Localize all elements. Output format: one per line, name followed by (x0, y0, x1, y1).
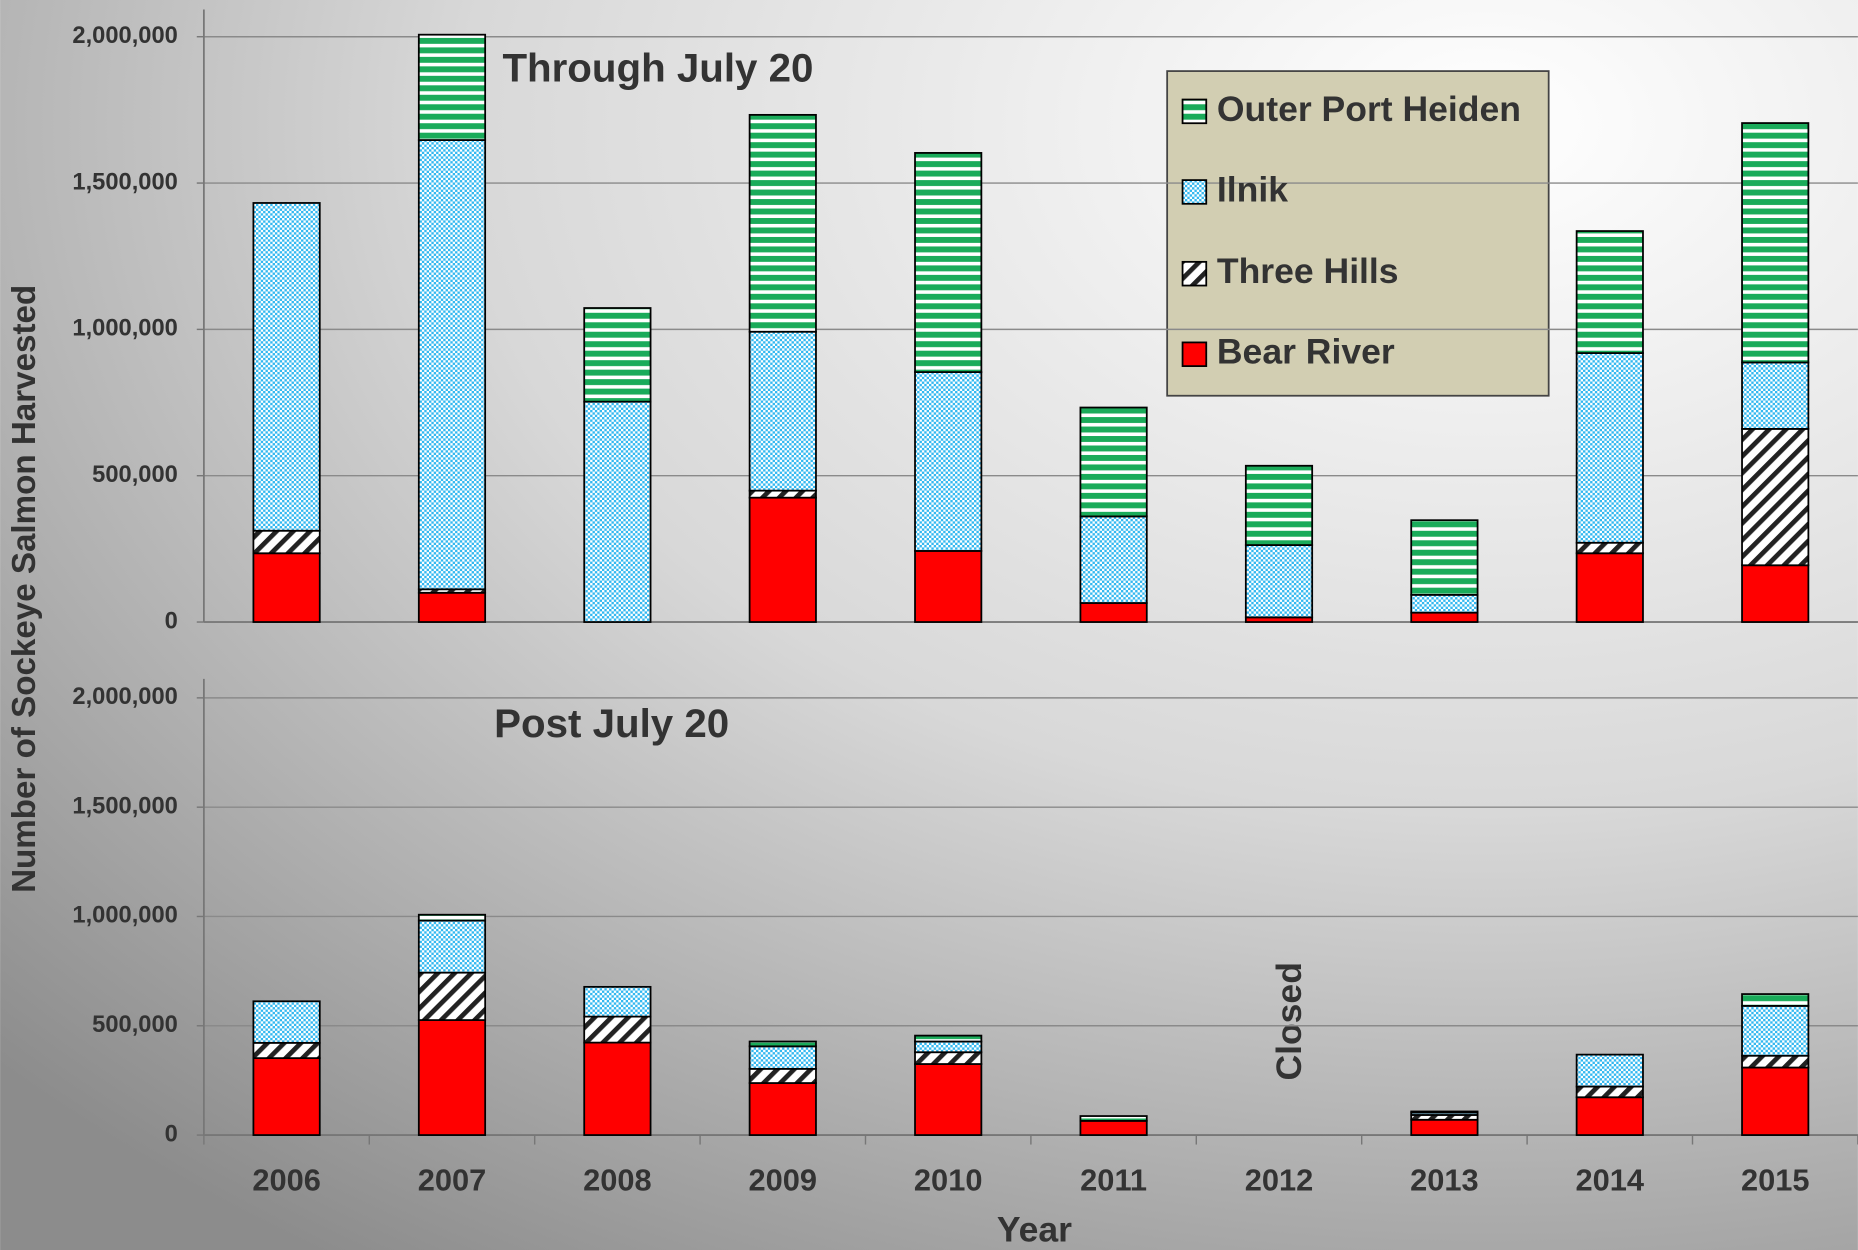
bar-segment (914, 371, 983, 552)
bar-segment (748, 1040, 817, 1048)
bar-segment (1079, 406, 1148, 518)
bar-segment (748, 113, 817, 333)
bar-segment (1575, 352, 1644, 544)
y-tick-label: 1,000,000 (72, 903, 177, 929)
x-tick-label: 2009 (749, 1163, 818, 1198)
bar-segment (252, 529, 321, 555)
bar-segment (252, 1000, 321, 1044)
bar-segment (1741, 1004, 1810, 1057)
bar-segment (1741, 427, 1810, 567)
bar-segment (1410, 519, 1479, 596)
panel-title: Through July 20 (502, 46, 813, 91)
bar-segment (583, 1015, 652, 1044)
bar-segment (1244, 464, 1314, 546)
bar-segment (1575, 1085, 1644, 1099)
y-tick-label: 500,000 (92, 1012, 178, 1038)
y-tick-label: 1,000,000 (72, 316, 177, 342)
bar-segment (1079, 515, 1148, 604)
bar-segment (417, 919, 487, 974)
legend-swatch (1181, 341, 1208, 368)
bar-segment (252, 202, 321, 532)
x-tick-label: 2012 (1245, 1163, 1314, 1198)
bar-segment (1410, 1110, 1479, 1114)
bar-segment (1079, 1115, 1148, 1122)
bar-segment (1741, 361, 1810, 430)
bar-segment (1410, 611, 1479, 623)
bar-segment (748, 1067, 817, 1084)
bar-segment (1741, 122, 1810, 364)
bar-segment (583, 307, 652, 403)
bar-segment (914, 152, 983, 374)
bar-segment (914, 1034, 983, 1043)
bar-segment (252, 1041, 321, 1060)
bar-segment (914, 1040, 983, 1054)
bar-segment (748, 489, 817, 499)
x-tick-label: 2011 (1080, 1163, 1147, 1198)
bar-segment (417, 1019, 487, 1136)
legend-label: Ilnik (1217, 169, 1288, 209)
legend-swatch (1181, 179, 1208, 205)
x-axis-label: Year (997, 1210, 1072, 1250)
bar-segment (914, 550, 983, 623)
bar-segment (1575, 541, 1644, 555)
bar-segment (1575, 1053, 1644, 1088)
bar-segment (417, 139, 487, 591)
y-tick-label: 2,000,000 (72, 684, 177, 710)
x-tick-label: 2006 (252, 1163, 321, 1198)
y-tick-label: 500,000 (92, 462, 178, 488)
bar-segment (748, 1082, 817, 1136)
bar-segment (417, 591, 487, 623)
bar-segment (252, 552, 321, 623)
bar-segment (1575, 230, 1644, 354)
y-tick-label: 0 (165, 1121, 178, 1147)
bar-segment (1741, 1066, 1810, 1136)
bar-segment (252, 1057, 321, 1136)
legend-label: Outer Port Heiden (1217, 89, 1521, 129)
bar-segment (417, 33, 487, 141)
bar-segment (748, 1045, 817, 1070)
y-tick-label: 1,500,000 (72, 793, 177, 819)
x-tick-label: 2007 (418, 1163, 487, 1198)
x-tick-label: 2008 (583, 1163, 652, 1198)
legend-label: Three Hills (1217, 251, 1399, 291)
bar-segment (583, 400, 652, 623)
bar-segment (1079, 602, 1148, 623)
y-axis-label: Number of Sockeye Salmon Harvested (6, 285, 43, 893)
bar-segment (1079, 1119, 1148, 1136)
bar-segment (914, 1051, 983, 1065)
legend-label: Bear River (1217, 332, 1395, 372)
bar-segment (1410, 1118, 1479, 1136)
annotation: Closed (1269, 962, 1309, 1080)
bar-segment (914, 1063, 983, 1136)
legend-box (1166, 70, 1550, 397)
bar-segment (1410, 593, 1479, 614)
bar-segment (1741, 993, 1810, 1007)
x-tick-label: 2010 (914, 1163, 983, 1198)
bar-segment (1244, 544, 1314, 619)
bar-segment (583, 985, 652, 1018)
bar-segment (1575, 552, 1644, 623)
bar-segment (1741, 564, 1810, 623)
legend-swatch (1181, 260, 1208, 287)
legend-swatch (1181, 98, 1208, 125)
bar-segment (417, 913, 487, 922)
x-tick-label: 2014 (1576, 1163, 1645, 1198)
x-tick-label: 2013 (1410, 1163, 1479, 1198)
bar-segment (748, 496, 817, 623)
bar-segment (748, 330, 817, 492)
y-tick-label: 2,000,000 (72, 23, 177, 49)
bar-segment (1575, 1096, 1644, 1136)
bar-segment (583, 1041, 652, 1136)
y-tick-label: 1,500,000 (72, 169, 177, 195)
bar-segment (1741, 1054, 1810, 1069)
bar-segment (417, 971, 487, 1021)
y-tick-label: 0 (165, 608, 178, 634)
x-tick-label: 2015 (1741, 1163, 1810, 1198)
panel-title: Post July 20 (494, 701, 729, 746)
